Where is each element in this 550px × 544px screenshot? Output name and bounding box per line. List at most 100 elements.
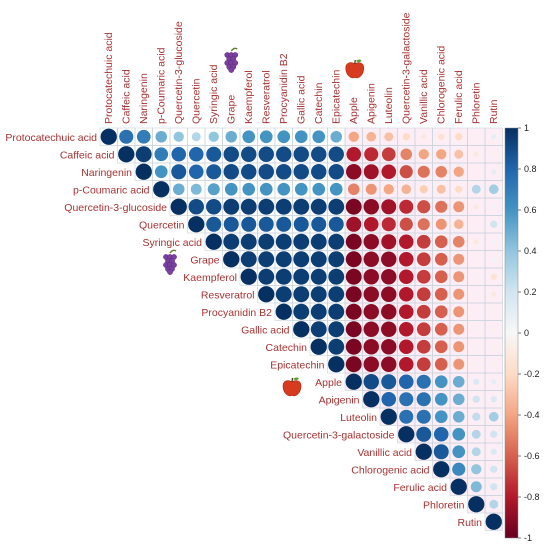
- correlation-circle: [363, 391, 380, 408]
- correlation-circle: [417, 218, 430, 231]
- correlation-circle: [434, 375, 448, 389]
- apple-icon: [282, 377, 302, 397]
- correlation-circle: [258, 233, 275, 250]
- correlation-circle: [310, 268, 327, 285]
- correlation-circle: [455, 133, 463, 141]
- correlation-circle: [293, 216, 309, 232]
- correlation-circle: [433, 461, 450, 478]
- correlation-circle: [206, 164, 222, 180]
- correlation-circle: [468, 496, 485, 513]
- correlation-circle: [311, 146, 327, 162]
- correlation-circle: [275, 303, 292, 320]
- correlation-circle: [188, 199, 204, 215]
- colorbar-tick-label: 1: [524, 123, 529, 133]
- correlation-circle: [416, 409, 431, 424]
- correlation-circle: [205, 233, 222, 250]
- correlation-circle: [453, 358, 465, 370]
- correlation-circle: [293, 233, 310, 250]
- correlation-circle: [491, 327, 496, 332]
- correlation-circle: [491, 309, 496, 314]
- correlation-circle: [453, 271, 465, 283]
- correlation-circle: [241, 164, 257, 180]
- correlation-circle: [471, 429, 481, 439]
- correlation-circle: [434, 235, 448, 249]
- correlation-circle: [136, 129, 151, 144]
- correlation-circle: [491, 344, 496, 349]
- row-label-epicatechin: Epicatechin: [270, 359, 324, 371]
- row-label-quercetin-3-glucoside: Quercetin-3-glucoside: [64, 202, 167, 214]
- correlation-circle: [363, 374, 379, 390]
- correlation-circle: [490, 396, 497, 403]
- correlation-circle: [277, 130, 291, 144]
- correlation-circle: [363, 164, 379, 180]
- column-label-procyanidin-b2: Procyanidin B2: [278, 53, 290, 124]
- correlation-circle: [381, 199, 397, 215]
- column-label-quercetin-3-glucoside: Quercetin-3-glucoside: [173, 21, 185, 124]
- correlation-circle: [474, 292, 479, 297]
- correlation-circle: [418, 149, 429, 160]
- column-label-quercetin: Quercetin: [190, 78, 202, 124]
- correlation-circle: [223, 251, 240, 268]
- correlation-circle: [398, 339, 414, 355]
- correlation-circle: [223, 198, 240, 215]
- correlation-circle: [415, 443, 432, 460]
- correlation-circle: [491, 152, 496, 157]
- correlation-circle: [490, 430, 498, 438]
- colorbar-tick-label: 0.6: [524, 205, 537, 215]
- correlation-circle: [365, 183, 377, 195]
- correlation-circle: [310, 198, 327, 215]
- correlation-circle: [345, 338, 362, 355]
- colorbar-tick-label: 0.2: [524, 287, 537, 297]
- correlation-circle: [171, 164, 187, 180]
- correlation-circle: [118, 146, 135, 163]
- correlation-circle: [419, 185, 428, 194]
- correlation-circle: [398, 426, 415, 443]
- correlation-circle: [363, 321, 379, 337]
- correlation-circle: [471, 447, 481, 457]
- correlation-circle: [416, 426, 432, 442]
- correlation-circle: [328, 268, 345, 285]
- column-label-apigenin: Apigenin: [365, 83, 377, 124]
- correlation-circle: [381, 391, 397, 407]
- correlation-circle: [240, 198, 257, 215]
- correlation-circle: [400, 148, 413, 161]
- correlation-circle: [240, 268, 257, 285]
- correlation-circle: [398, 374, 414, 390]
- row-label-chlorogenic-acid: Chlorogenic acid: [351, 464, 429, 476]
- correlation-circle: [328, 251, 345, 268]
- correlation-circle: [398, 269, 414, 285]
- row-label-apigenin: Apigenin: [319, 394, 360, 406]
- correlation-circle: [435, 200, 448, 213]
- correlation-circle: [366, 131, 377, 142]
- correlation-circle: [381, 286, 397, 302]
- correlation-circle: [383, 184, 394, 195]
- correlation-circle: [294, 182, 308, 196]
- correlation-circle: [347, 183, 360, 196]
- colorbar-gradient: [504, 127, 519, 539]
- correlation-circle: [399, 409, 414, 424]
- colorbar-tick-label: 0.8: [524, 164, 537, 174]
- correlation-circle: [452, 410, 465, 423]
- row-label-ferulic-acid: Ferulic acid: [393, 482, 447, 494]
- row-label-naringenin: Naringenin: [81, 167, 132, 179]
- row-label-vanillic-acid: Vanillic acid: [357, 447, 412, 459]
- correlation-circle: [472, 412, 481, 421]
- correlation-circle: [491, 291, 497, 297]
- grape-icon: [224, 47, 239, 73]
- correlation-circle: [345, 286, 362, 303]
- row-label-catechin: Catechin: [266, 342, 308, 354]
- correlation-circle: [473, 151, 479, 157]
- correlation-circle: [453, 306, 465, 318]
- correlation-circle: [491, 134, 497, 140]
- correlation-circle: [433, 426, 449, 442]
- correlation-circle: [489, 499, 499, 509]
- correlation-circle: [258, 251, 275, 268]
- correlation-circle: [398, 234, 414, 250]
- row-label-luteolin: Luteolin: [340, 412, 377, 424]
- correlation-circle: [345, 303, 362, 320]
- correlation-circle: [311, 216, 327, 232]
- correlation-circle: [328, 338, 345, 355]
- correlation-circle: [455, 185, 463, 193]
- correlation-circle: [381, 269, 397, 285]
- correlation-circle: [436, 149, 447, 160]
